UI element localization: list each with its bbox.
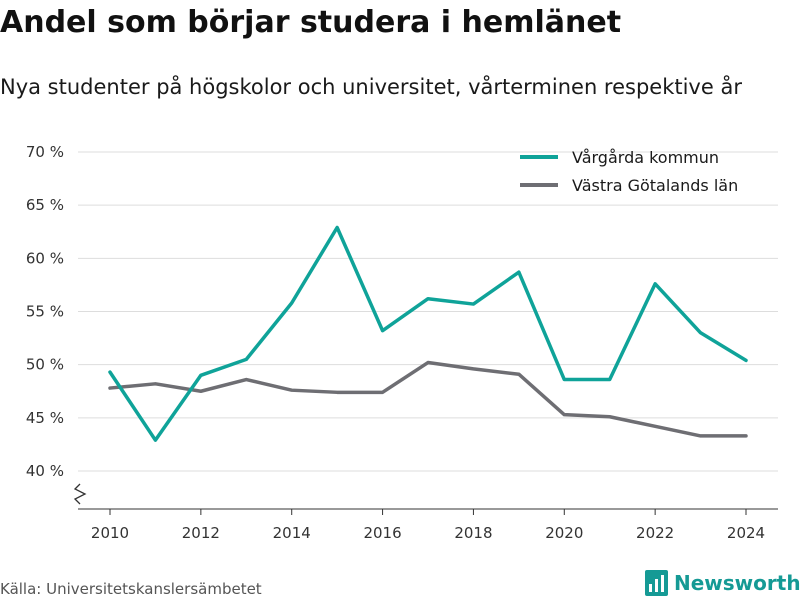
x-tick-label: 2018 bbox=[454, 524, 492, 542]
legend-label: Västra Götalands län bbox=[572, 176, 738, 195]
x-tick-label: 2022 bbox=[636, 524, 674, 542]
series-line bbox=[108, 225, 748, 442]
legend-label: Vårgårda kommun bbox=[572, 148, 719, 167]
x-axis: 2010 2012 2014 2016 2018 2020 2022 2024 bbox=[78, 508, 778, 542]
chart-title: Andel som börjar studera i hemlänet bbox=[0, 5, 622, 40]
source-note: Källa: Universitetskanslersämbetet bbox=[0, 580, 262, 598]
brand-name: Newsworthy bbox=[674, 571, 800, 595]
x-tick-label: 2012 bbox=[182, 524, 220, 542]
x-tick-label: 2016 bbox=[363, 524, 401, 542]
y-tick-label: 65 % bbox=[26, 196, 64, 214]
y-tick-label: 70 % bbox=[26, 143, 64, 161]
x-tick-label: 2010 bbox=[91, 524, 129, 542]
legend: Vårgårda kommun Västra Götalands län bbox=[520, 148, 738, 195]
series-lines bbox=[108, 225, 748, 442]
x-tick-label: 2020 bbox=[545, 524, 583, 542]
y-tick-label: 45 % bbox=[26, 409, 64, 427]
y-axis: 40 % 45 % 50 % 55 % 60 % 65 % 70 % bbox=[26, 143, 87, 505]
y-tick-label: 50 % bbox=[26, 356, 64, 374]
y-tick-label: 55 % bbox=[26, 303, 64, 321]
chart-subtitle: Nya studenter på högskolor och universit… bbox=[0, 75, 742, 99]
x-tick-label: 2014 bbox=[273, 524, 311, 542]
series-line bbox=[108, 360, 748, 438]
grid-lines bbox=[78, 151, 778, 472]
brand-logo[interactable]: Newsworthy bbox=[645, 570, 800, 596]
newsworthy-logo-icon bbox=[645, 570, 668, 596]
y-tick-label: 40 % bbox=[26, 462, 64, 480]
y-axis-break-icon bbox=[73, 483, 87, 505]
x-tick-label: 2024 bbox=[727, 524, 765, 542]
line-chart: 40 %45 %50 %55 %60 %65 %70 % 2010 2012 201… bbox=[26, 143, 778, 542]
y-tick-label: 60 % bbox=[26, 249, 64, 267]
